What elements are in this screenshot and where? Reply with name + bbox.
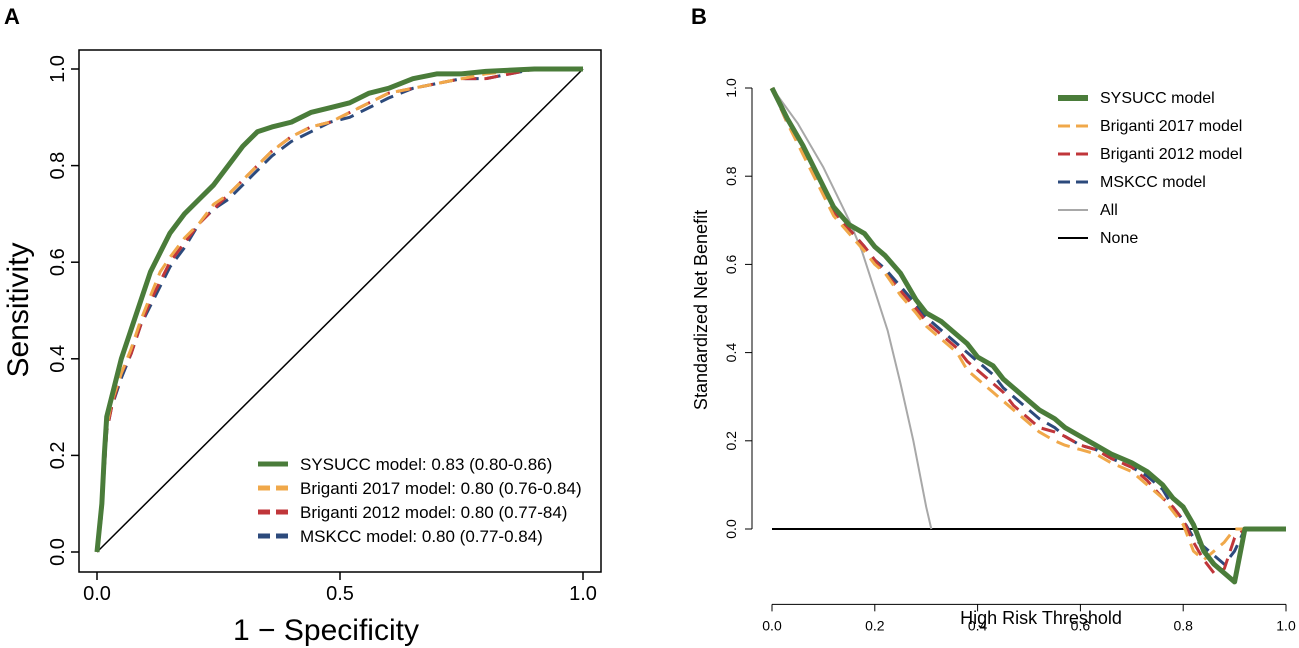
- panel-label-a: A: [4, 4, 20, 29]
- dca-line-sysucc-model: [769, 86, 1286, 585]
- legend-label-all: All: [1100, 202, 1118, 219]
- legend-label-mskcc-model: MSKCC model: [1100, 174, 1206, 191]
- y-tick-label-a: 0.6: [47, 248, 69, 276]
- panel-label-b: B: [691, 4, 707, 29]
- y-tick-label-a: 1.0: [47, 55, 69, 83]
- x-ticks-b: 0.0 0.2 0.4 0.6 0.8 1.0: [762, 604, 1296, 633]
- y-axis-label-b: Standardized Net Benefit: [691, 210, 711, 410]
- y-axis-label-a: Sensitivity: [2, 242, 35, 377]
- legend-label-sysucc-model: SYSUCC model: [1100, 90, 1215, 107]
- x-ticks-a: 0.0 0.5 1.0: [83, 572, 597, 605]
- legend-label-sysucc-model: SYSUCC model: 0.83 (0.80-0.86): [300, 455, 552, 474]
- y-tick-label-a: 0.0: [47, 538, 69, 566]
- y-tick-label-b: 0.8: [723, 166, 739, 186]
- legend-label-briganti-2012-model: Briganti 2012 model: 0.80 (0.77-84): [300, 503, 567, 522]
- y-ticks-a: 0.0 0.2 0.4 0.6 0.8 1.0: [47, 55, 79, 566]
- y-tick-label-a: 0.8: [47, 152, 69, 180]
- legend-label-briganti-2017-model: Briganti 2017 model: [1100, 118, 1242, 135]
- roc-line-briganti-2017-model: [95, 67, 583, 553]
- legend-label-none: None: [1100, 230, 1138, 247]
- legend-label-briganti-2017-model: Briganti 2017 model: 0.80 (0.76-0.84): [300, 479, 582, 498]
- y-tick-label-b: 0.6: [723, 254, 739, 274]
- dca-line-all: [771, 87, 933, 530]
- roc-line-sysucc-model: [94, 66, 583, 553]
- x-tick-label-b: 0.4: [968, 617, 988, 633]
- y-tick-label-b: 0.4: [723, 343, 739, 363]
- legend-label-briganti-2012-model: Briganti 2012 model: [1100, 146, 1242, 163]
- dca-line-briganti-2012-model: [770, 87, 1286, 575]
- series-group-a: [94, 66, 583, 553]
- y-tick-label-b: 0.2: [723, 431, 739, 451]
- y-tick-label-a: 0.2: [47, 441, 69, 469]
- x-tick-label-a: 0.5: [326, 583, 354, 605]
- series-group-b: [769, 86, 1286, 585]
- y-tick-label-a: 0.4: [47, 345, 69, 373]
- x-axis-label-b: High Risk Threshold: [960, 608, 1122, 628]
- x-tick-label-b: 0.8: [1173, 617, 1193, 633]
- y-tick-label-b: 1.0: [723, 78, 739, 98]
- x-tick-label-a: 0.0: [83, 583, 111, 605]
- roc-line-mskcc-model: [95, 67, 583, 553]
- y-tick-label-b: 0.0: [723, 519, 739, 539]
- x-tick-label-a: 1.0: [569, 583, 597, 605]
- x-tick-label-b: 1.0: [1276, 617, 1296, 633]
- reference-diagonal-a: [96, 68, 584, 553]
- legend-a: SYSUCC model: 0.83 (0.80-0.86) Briganti 2…: [258, 455, 582, 546]
- dca-line-briganti-2017-model: [770, 87, 1286, 562]
- x-tick-label-b: 0.6: [1071, 617, 1091, 633]
- legend-b: SYSUCC model Briganti 2017 model Briganti …: [1058, 90, 1242, 247]
- x-tick-label-b: 0.0: [762, 617, 782, 633]
- x-tick-label-b: 0.2: [865, 617, 885, 633]
- x-axis-label-a: 1 − Specificity: [233, 614, 419, 647]
- legend-label-mskcc-model: MSKCC model: 0.80 (0.77-0.84): [300, 527, 543, 546]
- y-ticks-b: 0.0 0.2 0.4 0.6 0.8 1.0: [723, 78, 752, 539]
